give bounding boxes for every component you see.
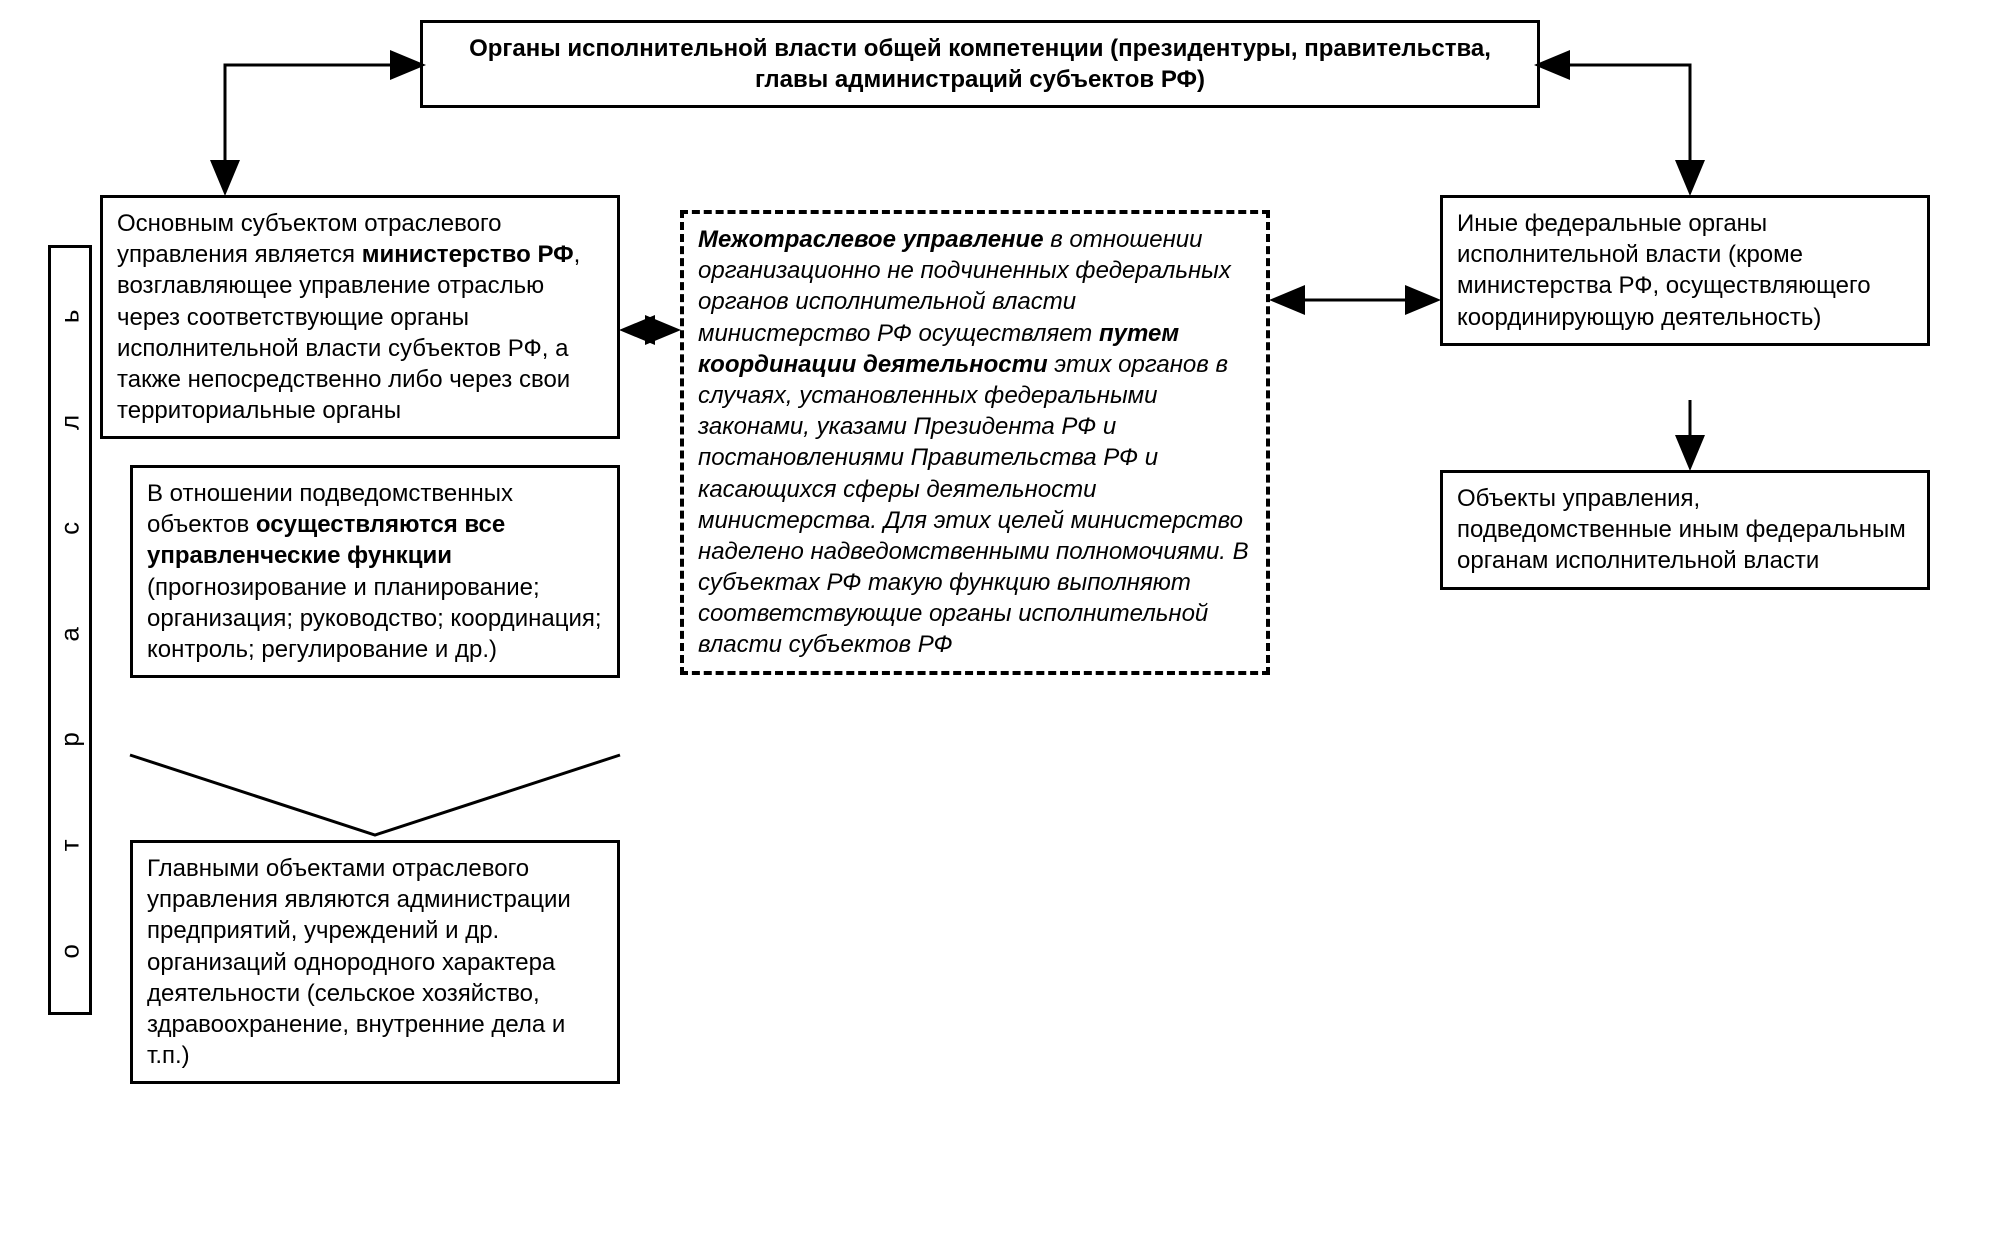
sidebar-char: л	[47, 406, 94, 432]
edge-top-left1	[225, 65, 420, 190]
text-part: этих органов в случаях, установленных фе…	[698, 351, 1249, 659]
sidebar-char: т	[47, 828, 94, 854]
text-part: (прогнозирование и планирование; организ…	[147, 574, 602, 663]
node-left3: Главными объектами отраслевого управлени…	[130, 840, 620, 1084]
node-center: Межотраслевое управление в отношении орг…	[680, 210, 1270, 675]
sidebar-char: а	[47, 617, 94, 643]
sidebar-label: ь л с а р т о	[48, 245, 92, 1015]
node-top-text: Органы исполнительной власти общей компе…	[469, 35, 1491, 93]
sidebar-char: с	[47, 511, 94, 537]
node-top: Органы исполнительной власти общей компе…	[420, 20, 1540, 108]
sidebar-char: ь	[47, 300, 94, 326]
sidebar-char: р	[47, 723, 94, 749]
text-part-bold: Межотраслевое управление	[698, 226, 1044, 253]
sidebar-char: о	[47, 934, 94, 960]
text-part: Главными объектами отраслевого управлени…	[147, 855, 571, 1069]
node-right2: Объекты управления, подведомственные ины…	[1440, 470, 1930, 590]
node-left2: В отношении подведомственных объектов ос…	[130, 465, 620, 678]
edge-top-right1	[1540, 65, 1690, 190]
text-part: , возглавляющее управление отраслью чере…	[117, 241, 580, 424]
text-part: Объекты управления, подведомственные ины…	[1457, 485, 1906, 574]
node-left1: Основным субъектом отраслевого управлени…	[100, 195, 620, 439]
text-part: Иные федеральные органы исполнительной в…	[1457, 210, 1871, 331]
edge-left2-left3-funnel	[130, 755, 620, 835]
text-part-bold: министерство РФ	[362, 241, 574, 268]
node-right1: Иные федеральные органы исполнительной в…	[1440, 195, 1930, 346]
